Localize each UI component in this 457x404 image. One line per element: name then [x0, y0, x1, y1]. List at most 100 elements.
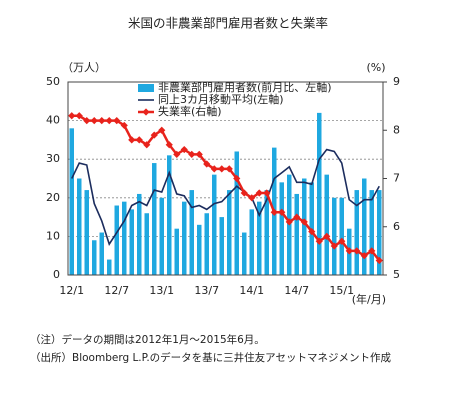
marker [135, 136, 143, 144]
bar [369, 190, 374, 275]
bar [317, 112, 322, 275]
y-tick-label: 10 [46, 229, 60, 242]
x-tick-label: 14/1 [239, 284, 264, 297]
marker [300, 218, 308, 226]
marker [195, 150, 203, 158]
y-tick-label: 20 [46, 191, 60, 204]
bar [107, 259, 112, 275]
bar [152, 163, 157, 275]
bar [242, 232, 247, 275]
x-tick-label: 12/7 [104, 284, 129, 297]
marker [98, 117, 106, 125]
bar [212, 174, 217, 275]
bar [167, 155, 172, 275]
marker [120, 121, 128, 130]
marker [210, 165, 218, 173]
bar [257, 201, 262, 275]
marker [218, 165, 226, 173]
bar [92, 240, 97, 275]
bar [219, 217, 224, 275]
bar [279, 182, 284, 275]
bar [339, 197, 344, 275]
y2-tick-label: 7 [393, 172, 400, 185]
y2-tick-label: 5 [393, 268, 400, 281]
marker [278, 208, 286, 216]
bar [77, 178, 82, 275]
plot-frame [67, 81, 384, 276]
marker [315, 237, 323, 245]
marker [330, 242, 338, 250]
marker [323, 232, 331, 240]
y-tick-label: 50 [46, 75, 60, 88]
bar [324, 174, 329, 275]
bar [302, 178, 307, 275]
marker [105, 117, 113, 125]
x-axis-label: (年/月) [352, 292, 386, 306]
bar [249, 209, 254, 275]
marker [308, 227, 316, 236]
marker [188, 150, 196, 158]
marker [248, 194, 256, 202]
marker [113, 117, 121, 125]
legend-label: 失業率(右軸) [158, 104, 222, 118]
marker [180, 145, 188, 154]
marker [353, 247, 361, 255]
marker [240, 189, 248, 197]
x-tick-label: 13/7 [194, 284, 219, 297]
y-tick-label: 0 [53, 268, 60, 281]
bar [264, 190, 269, 275]
bar [354, 190, 359, 275]
bar [362, 178, 367, 275]
y-tick-label: 40 [46, 114, 60, 127]
marker [345, 247, 353, 255]
bar [114, 205, 119, 275]
marker [158, 126, 166, 134]
bar [234, 151, 239, 275]
marker [83, 117, 91, 125]
line [71, 148, 380, 246]
marker [75, 112, 83, 120]
marker [225, 165, 233, 173]
marker [68, 112, 76, 120]
y2-axis-label: (%) [366, 61, 385, 74]
bar [99, 232, 104, 275]
marker [128, 136, 136, 144]
marker [293, 213, 301, 221]
bar [159, 197, 164, 275]
bar [84, 190, 89, 275]
marker [203, 160, 211, 168]
marker [285, 218, 293, 226]
y-tick-label: 30 [46, 152, 60, 165]
x-tick-label: 13/1 [149, 284, 174, 297]
bar [197, 224, 202, 275]
chart-title: 米国の非農業部門雇用者数と失業率 [128, 16, 328, 31]
legend-swatch [138, 84, 154, 92]
marker [270, 208, 278, 216]
marker [263, 189, 271, 197]
x-tick-label: 12/1 [59, 284, 84, 297]
marker [338, 237, 346, 245]
note: （注）データの期間は2012年1月～2015年6月。 [30, 333, 265, 346]
bar [189, 190, 194, 275]
bar [129, 209, 134, 275]
bar [144, 213, 149, 275]
x-tick-label: 14/7 [284, 284, 309, 297]
marker [360, 252, 368, 260]
marker [375, 256, 383, 265]
marker [368, 247, 376, 255]
marker [90, 117, 98, 125]
legend-label: 同上3カ月移動平均(左軸) [158, 92, 284, 106]
bar [122, 201, 127, 275]
y-axis-label: （万人） [62, 61, 106, 74]
bar [204, 213, 209, 275]
y2-tick-label: 9 [393, 75, 400, 88]
marker [150, 131, 158, 139]
bar [174, 228, 179, 275]
marker [165, 141, 173, 149]
marker [255, 189, 263, 197]
bar [332, 197, 337, 275]
y2-tick-label: 6 [393, 220, 400, 233]
marker [173, 150, 181, 158]
